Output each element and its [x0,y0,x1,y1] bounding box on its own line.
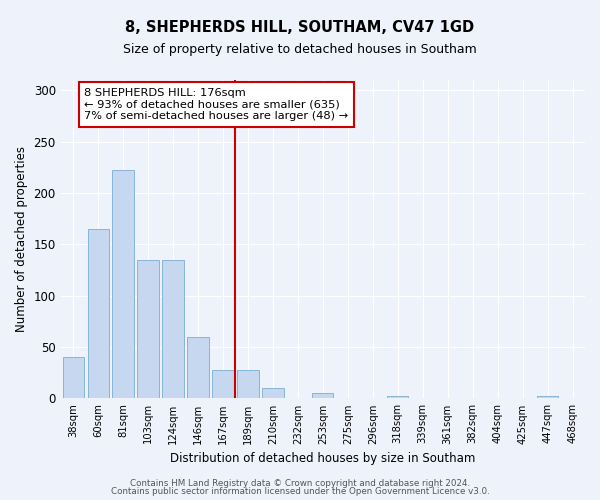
Text: Contains public sector information licensed under the Open Government Licence v3: Contains public sector information licen… [110,487,490,496]
Bar [537,396,558,398]
Bar [62,358,84,399]
Bar [212,370,233,398]
Bar [312,394,334,398]
X-axis label: Distribution of detached houses by size in Southam: Distribution of detached houses by size … [170,452,476,465]
Bar [163,260,184,398]
Y-axis label: Number of detached properties: Number of detached properties [15,146,28,332]
Text: 8, SHEPHERDS HILL, SOUTHAM, CV47 1GD: 8, SHEPHERDS HILL, SOUTHAM, CV47 1GD [125,20,475,35]
Text: 8 SHEPHERDS HILL: 176sqm
← 93% of detached houses are smaller (635)
7% of semi-d: 8 SHEPHERDS HILL: 176sqm ← 93% of detach… [84,88,349,121]
Bar [387,396,409,398]
Bar [262,388,284,398]
Bar [88,229,109,398]
Text: Contains HM Land Registry data © Crown copyright and database right 2024.: Contains HM Land Registry data © Crown c… [130,478,470,488]
Bar [112,170,134,398]
Text: Size of property relative to detached houses in Southam: Size of property relative to detached ho… [123,42,477,56]
Bar [238,370,259,398]
Bar [137,260,158,398]
Bar [187,337,209,398]
